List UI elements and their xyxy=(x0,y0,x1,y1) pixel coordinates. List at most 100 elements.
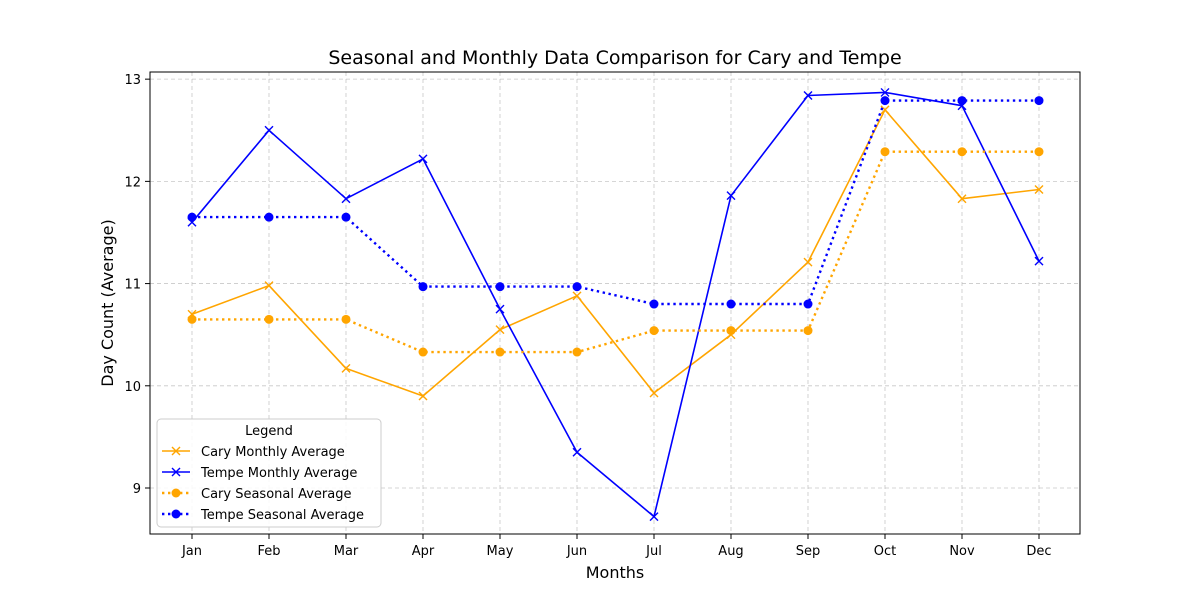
chart-title: Seasonal and Monthly Data Comparison for… xyxy=(328,47,901,69)
cary-seasonal-average-point xyxy=(418,347,428,357)
x-marker-stroke xyxy=(572,447,582,457)
tempe-seasonal-average-point xyxy=(572,282,582,292)
x-marker-stroke xyxy=(264,125,274,135)
tempe-seasonal-average-series xyxy=(187,96,1044,309)
cary-monthly-average-point xyxy=(1034,185,1044,195)
tempe-monthly-average-point xyxy=(1034,256,1044,266)
cary-monthly-average-point xyxy=(572,291,582,301)
legend-label: Tempe Monthly Average xyxy=(200,466,357,481)
tempe-seasonal-average-point xyxy=(803,299,813,309)
x-tick-label: Sep xyxy=(796,544,821,559)
legend-entry-cary-seasonal-average: Cary Seasonal Average xyxy=(162,487,352,502)
x-marker-stroke xyxy=(1034,185,1044,195)
x-tick-label: Aug xyxy=(718,544,743,559)
x-tick-label: Nov xyxy=(949,544,975,559)
cary-monthly-average-point xyxy=(495,325,505,335)
tempe-monthly-average-series xyxy=(187,87,1044,522)
x-tick-label: Mar xyxy=(334,544,359,559)
y-tick-label: 13 xyxy=(124,73,141,88)
cary-monthly-average-line xyxy=(191,109,1040,397)
x-marker-stroke xyxy=(803,257,813,267)
x-axis-title: Months xyxy=(586,563,644,582)
tempe-seasonal-average-point xyxy=(726,299,736,309)
x-marker-stroke xyxy=(649,388,659,398)
legend-label: Cary Seasonal Average xyxy=(201,487,352,502)
tempe-monthly-average-point xyxy=(264,125,274,135)
tempe-seasonal-average-point xyxy=(649,299,659,309)
tempe-seasonal-average-point xyxy=(880,96,890,106)
legend-title: Legend xyxy=(245,424,293,439)
tempe-monthly-average-point xyxy=(495,304,505,314)
x-marker-stroke xyxy=(341,194,351,204)
y-tick-label: 12 xyxy=(124,175,141,190)
legend-box xyxy=(156,418,382,528)
tempe-seasonal-average-point xyxy=(187,212,197,222)
x-marker-stroke xyxy=(171,467,181,477)
cary-seasonal-average-point xyxy=(726,326,736,336)
x-marker-stroke xyxy=(171,446,181,456)
tempe-monthly-average-point xyxy=(649,512,659,522)
axes: Jan Feb Mar Apr May Jun Jul Aug Sep Oct Nov Dec 9 10 1… xyxy=(124,73,1051,559)
legend-swatch-marker xyxy=(171,488,181,498)
cary-seasonal-average-point xyxy=(1034,147,1044,157)
cary-monthly-average-point xyxy=(803,257,813,267)
tempe-monthly-average-point xyxy=(418,154,428,164)
x-marker-stroke xyxy=(495,325,505,335)
x-tick-label: Oct xyxy=(874,544,896,559)
legend-entry-tempe-seasonal-average: Tempe Seasonal Average xyxy=(162,508,364,523)
x-tick-label: Feb xyxy=(257,544,280,559)
cary-seasonal-average-series xyxy=(187,147,1044,357)
tempe-monthly-average-point xyxy=(880,87,890,97)
legend-label: Tempe Seasonal Average xyxy=(200,508,364,523)
x-marker-stroke xyxy=(264,281,274,291)
cary-seasonal-average-point xyxy=(341,314,351,324)
grid xyxy=(150,72,1080,534)
y-axis-title: Day Count (Average) xyxy=(98,219,117,386)
cary-seasonal-average-point xyxy=(572,347,582,357)
x-marker-stroke xyxy=(957,194,967,204)
x-tick-label: Jul xyxy=(645,544,662,559)
y-tick-label: 10 xyxy=(124,380,141,395)
x-marker-stroke xyxy=(649,512,659,522)
x-tick-label: Jan xyxy=(181,544,202,559)
legend-label: Cary Monthly Average xyxy=(201,445,345,460)
legend-swatch-marker xyxy=(171,446,181,456)
cary-monthly-average-point xyxy=(880,105,890,115)
tempe-monthly-average-point xyxy=(726,191,736,201)
y-tick-label: 11 xyxy=(124,278,141,293)
cary-seasonal-average-point xyxy=(803,326,813,336)
legend-entry-cary-monthly-average: Cary Monthly Average xyxy=(162,445,345,460)
cary-monthly-average-point xyxy=(957,194,967,204)
cary-seasonal-average-point xyxy=(957,147,967,157)
x-marker-stroke xyxy=(495,304,505,314)
tempe-seasonal-average-point xyxy=(418,282,428,292)
x-marker-stroke xyxy=(1034,256,1044,266)
tempe-monthly-average-line xyxy=(191,91,1040,518)
tempe-monthly-average-point xyxy=(572,447,582,457)
x-tick-label: Apr xyxy=(412,544,435,559)
cary-monthly-average-series xyxy=(187,105,1044,401)
tempe-seasonal-average-point xyxy=(264,212,274,222)
x-marker-stroke xyxy=(418,154,428,164)
x-tick-label: May xyxy=(487,544,514,559)
cary-monthly-average-point xyxy=(264,281,274,291)
x-marker-stroke xyxy=(880,105,890,115)
plot-area xyxy=(149,71,1081,535)
tempe-seasonal-average-point xyxy=(341,212,351,222)
x-marker-stroke xyxy=(803,91,813,101)
tempe-seasonal-average-point xyxy=(495,282,505,292)
cary-monthly-average-point xyxy=(418,391,428,401)
x-marker-stroke xyxy=(341,363,351,373)
legend-swatch-marker xyxy=(171,509,181,519)
tempe-monthly-average-point xyxy=(341,194,351,204)
cary-seasonal-average-point xyxy=(495,347,505,357)
tempe-seasonal-average-point xyxy=(1034,96,1044,106)
tempe-monthly-average-point xyxy=(803,91,813,101)
x-tick-label: Dec xyxy=(1026,544,1051,559)
y-tick-label: 9 xyxy=(133,482,141,497)
cary-monthly-average-point xyxy=(341,363,351,373)
x-marker-stroke xyxy=(418,391,428,401)
x-marker-stroke xyxy=(572,291,582,301)
cary-seasonal-average-point xyxy=(264,314,274,324)
